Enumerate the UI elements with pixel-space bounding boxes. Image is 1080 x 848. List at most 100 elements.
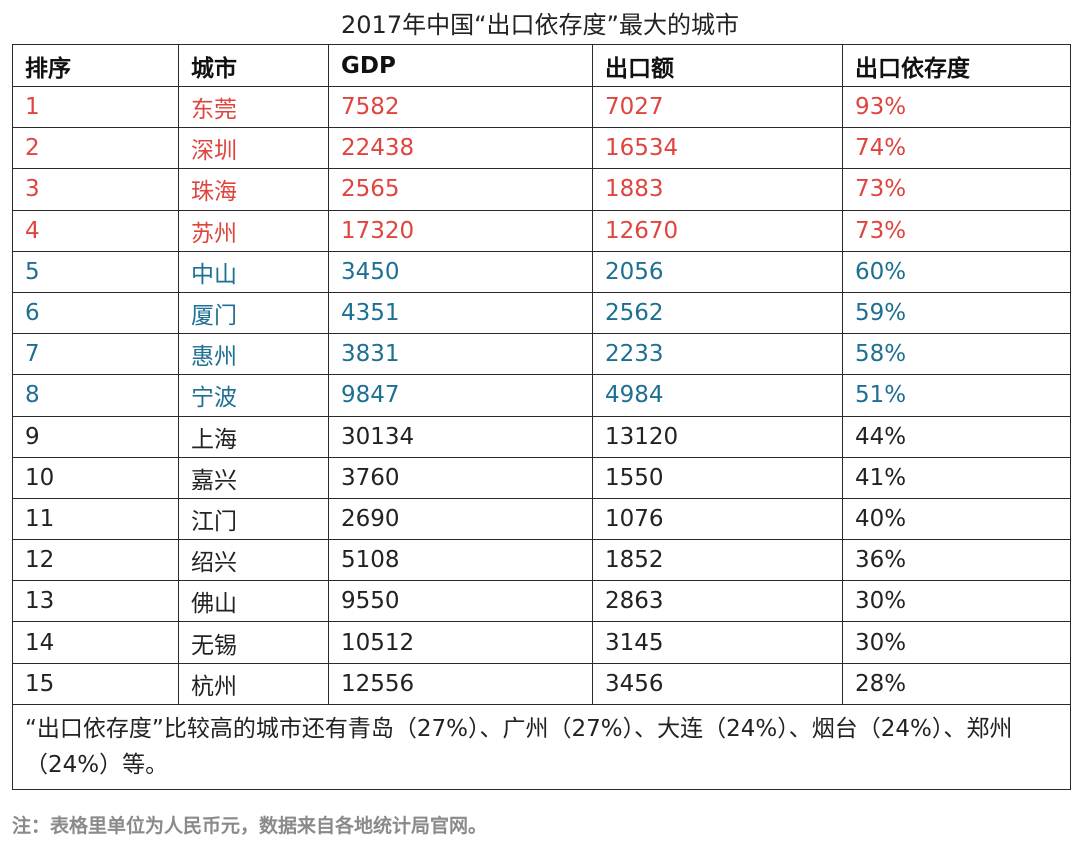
cell-gdp: 22438	[328, 127, 593, 170]
cell-export: 3456	[592, 662, 843, 705]
cell-export: 1076	[592, 497, 843, 541]
header-rank: 排序	[12, 44, 179, 87]
cell-gdp: 17320	[328, 209, 593, 252]
cell-gdp: 12556	[328, 662, 593, 705]
cell-city: 中山	[178, 250, 329, 293]
cell-export: 2233	[592, 333, 843, 376]
note-row: “出口依存度”比较高的城市还有青岛（27%）、广州（27%）、大连（24%）、烟…	[12, 703, 1071, 790]
cell-rank: 10	[12, 456, 179, 499]
table-row: 5 中山 3450 2056 60%	[12, 250, 1071, 293]
header-export: 出口额	[592, 44, 843, 87]
cell-rank: 4	[12, 209, 179, 252]
cell-gdp: 3450	[328, 250, 593, 293]
cell-city: 宁波	[178, 374, 329, 417]
header-gdp: GDP	[328, 44, 593, 87]
cell-gdp: 4351	[328, 291, 593, 335]
export-dependency-table: 排序 城市 GDP 出口额 出口依存度 1 东莞 7582 7027 93% 2 深圳 224…	[12, 44, 1071, 790]
cell-gdp: 7582	[328, 85, 593, 129]
table-row: 11 江门 2690 1076 40%	[12, 497, 1071, 541]
footnote: 注：表格里单位为人民币元，数据来自各地统计局官网。	[12, 815, 488, 837]
table-row: 14 无锡 10512 3145 30%	[12, 621, 1071, 664]
cell-export: 4984	[592, 374, 843, 417]
table-row: 10 嘉兴 3760 1550 41%	[12, 456, 1071, 499]
cell-gdp: 9847	[328, 374, 593, 417]
cell-export: 1852	[592, 539, 843, 582]
cell-city: 上海	[178, 415, 329, 458]
cell-export: 13120	[592, 415, 843, 458]
cell-gdp: 30134	[328, 415, 593, 458]
header-ratio: 出口依存度	[842, 44, 1071, 87]
table-row: 3 珠海 2565 1883 73%	[12, 168, 1071, 211]
cell-export: 2562	[592, 291, 843, 335]
cell-ratio: 30%	[842, 580, 1071, 623]
cell-export: 2863	[592, 580, 843, 623]
note-text: “出口依存度”比较高的城市还有青岛（27%）、广州（27%）、大连（24%）、烟…	[12, 703, 1071, 790]
cell-ratio: 59%	[842, 291, 1071, 335]
table-row: 4 苏州 17320 12670 73%	[12, 209, 1071, 252]
cell-city: 江门	[178, 497, 329, 541]
cell-city: 惠州	[178, 333, 329, 376]
cell-city: 东莞	[178, 85, 329, 129]
table-row: 9 上海 30134 13120 44%	[12, 415, 1071, 458]
cell-gdp: 3831	[328, 333, 593, 376]
table-row: 13 佛山 9550 2863 30%	[12, 580, 1071, 623]
cell-city: 厦门	[178, 291, 329, 335]
cell-city: 苏州	[178, 209, 329, 252]
table-row: 7 惠州 3831 2233 58%	[12, 333, 1071, 376]
table-row: 6 厦门 4351 2562 59%	[12, 291, 1071, 335]
cell-ratio: 93%	[842, 85, 1071, 129]
header-city: 城市	[178, 44, 329, 87]
cell-rank: 8	[12, 374, 179, 417]
cell-ratio: 44%	[842, 415, 1071, 458]
cell-ratio: 36%	[842, 539, 1071, 582]
cell-rank: 15	[12, 662, 179, 705]
cell-export: 2056	[592, 250, 843, 293]
cell-gdp: 9550	[328, 580, 593, 623]
cell-rank: 3	[12, 168, 179, 211]
cell-rank: 1	[12, 85, 179, 129]
cell-gdp: 2690	[328, 497, 593, 541]
cell-rank: 14	[12, 621, 179, 664]
cell-rank: 9	[12, 415, 179, 458]
cell-rank: 2	[12, 127, 179, 170]
cell-rank: 11	[12, 497, 179, 541]
table-row: 1 东莞 7582 7027 93%	[12, 85, 1071, 129]
cell-city: 杭州	[178, 662, 329, 705]
table-row: 8 宁波 9847 4984 51%	[12, 374, 1071, 417]
cell-city: 绍兴	[178, 539, 329, 582]
cell-export: 3145	[592, 621, 843, 664]
cell-city: 珠海	[178, 168, 329, 211]
table-row: 15 杭州 12556 3456 28%	[12, 662, 1071, 705]
cell-rank: 13	[12, 580, 179, 623]
table-header-row: 排序 城市 GDP 出口额 出口依存度	[12, 44, 1071, 87]
cell-ratio: 40%	[842, 497, 1071, 541]
table-title: 2017年中国“出口依存度”最大的城市	[341, 11, 739, 39]
table-row: 12 绍兴 5108 1852 36%	[12, 539, 1071, 582]
cell-city: 无锡	[178, 621, 329, 664]
cell-gdp: 10512	[328, 621, 593, 664]
cell-gdp: 2565	[328, 168, 593, 211]
cell-ratio: 58%	[842, 333, 1071, 376]
cell-city: 嘉兴	[178, 456, 329, 499]
cell-rank: 7	[12, 333, 179, 376]
cell-export: 16534	[592, 127, 843, 170]
cell-rank: 5	[12, 250, 179, 293]
cell-ratio: 28%	[842, 662, 1071, 705]
cell-city: 佛山	[178, 580, 329, 623]
cell-export: 7027	[592, 85, 843, 129]
cell-ratio: 51%	[842, 374, 1071, 417]
cell-ratio: 60%	[842, 250, 1071, 293]
cell-export: 1550	[592, 456, 843, 499]
cell-gdp: 3760	[328, 456, 593, 499]
cell-ratio: 41%	[842, 456, 1071, 499]
cell-rank: 6	[12, 291, 179, 335]
cell-ratio: 73%	[842, 209, 1071, 252]
cell-city: 深圳	[178, 127, 329, 170]
cell-export: 12670	[592, 209, 843, 252]
cell-export: 1883	[592, 168, 843, 211]
table-row: 2 深圳 22438 16534 74%	[12, 127, 1071, 170]
cell-ratio: 73%	[842, 168, 1071, 211]
cell-ratio: 74%	[842, 127, 1071, 170]
cell-gdp: 5108	[328, 539, 593, 582]
cell-ratio: 30%	[842, 621, 1071, 664]
